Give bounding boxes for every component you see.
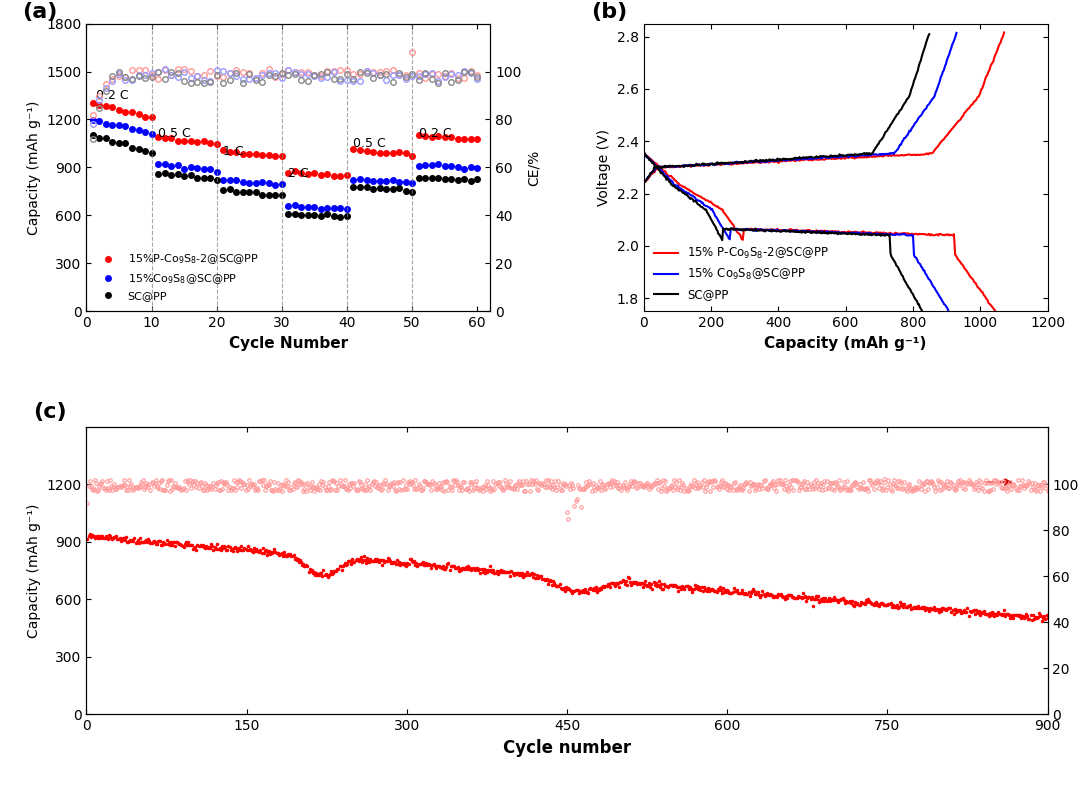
Legend: 15% P-Co$_9$S$_8$-2@SC@PP, 15% Co$_9$S$_8$@SC@PP, SC@PP: 15% P-Co$_9$S$_8$-2@SC@PP, 15% Co$_9$S$_… — [650, 241, 834, 305]
Y-axis label: Capacity (mAh g⁻¹): Capacity (mAh g⁻¹) — [27, 100, 41, 235]
Text: 0.2 C: 0.2 C — [419, 127, 451, 140]
Text: 0.5 C: 0.5 C — [353, 137, 387, 150]
Y-axis label: Voltage (V): Voltage (V) — [597, 129, 611, 206]
Text: (b): (b) — [591, 2, 627, 22]
Text: (c): (c) — [33, 402, 67, 422]
Text: 1 C: 1 C — [224, 144, 244, 158]
Text: 2 C: 2 C — [288, 167, 309, 180]
X-axis label: Cycle Number: Cycle Number — [229, 336, 348, 351]
Y-axis label: CE/%: CE/% — [527, 149, 541, 185]
Text: 0.2 C: 0.2 C — [96, 89, 129, 102]
Y-axis label: Capacity (mAh g⁻¹): Capacity (mAh g⁻¹) — [27, 503, 41, 637]
Text: 0.5 C: 0.5 C — [158, 127, 191, 140]
X-axis label: Capacity (mAh g⁻¹): Capacity (mAh g⁻¹) — [765, 336, 927, 351]
Text: (a): (a) — [22, 2, 57, 22]
Legend: 15%P-Co$_9$S$_8$-2@SC@PP, 15%Co$_9$S$_8$@SC@PP, SC@PP: 15%P-Co$_9$S$_8$-2@SC@PP, 15%Co$_9$S$_8$… — [92, 248, 264, 306]
X-axis label: Cycle number: Cycle number — [503, 739, 631, 757]
